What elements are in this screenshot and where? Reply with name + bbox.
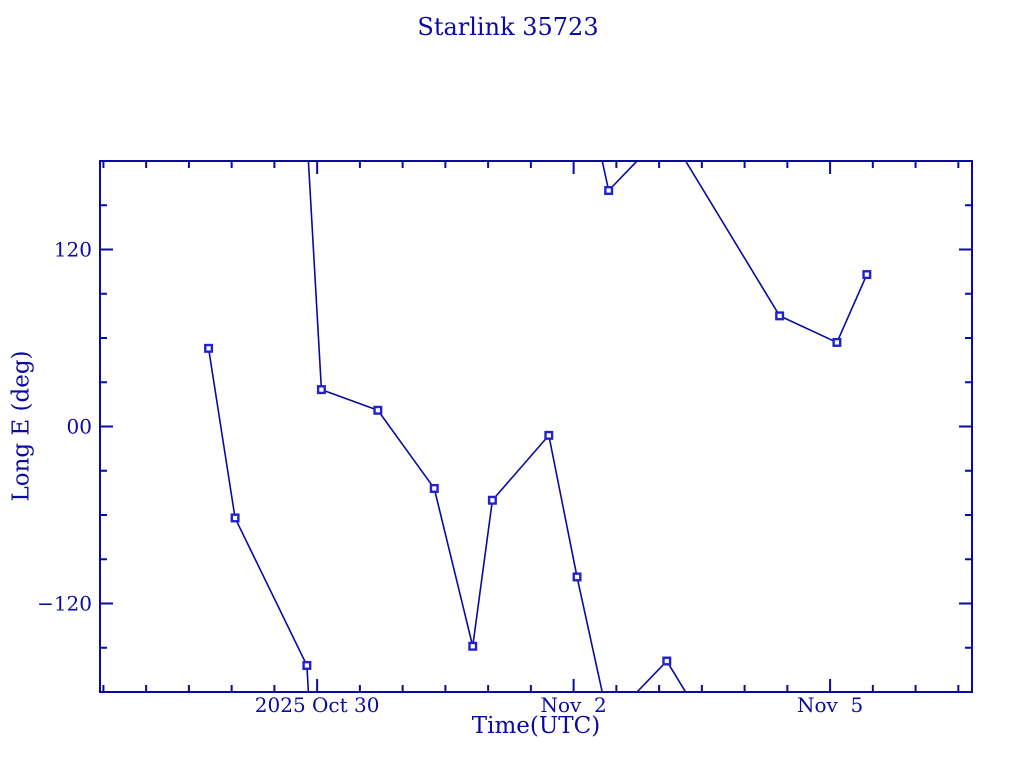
data-segment	[321, 388, 379, 412]
x-tick-label: Nov 5	[797, 693, 863, 717]
data-point-marker	[544, 430, 554, 440]
data-point-marker	[204, 343, 214, 353]
data-point-marker	[604, 185, 614, 195]
data-segment	[608, 161, 639, 192]
data-point-marker	[373, 405, 383, 415]
data-segment	[635, 660, 668, 692]
data-segment	[576, 576, 604, 692]
data-segment	[307, 161, 323, 390]
data-segment	[779, 315, 838, 344]
data-segment	[491, 434, 550, 501]
data-point-marker	[572, 572, 582, 582]
plot-frame	[99, 160, 973, 693]
data-point-marker	[230, 513, 240, 523]
data-segment	[471, 500, 494, 647]
data-point-marker	[662, 656, 672, 666]
x-axis-title: Time(UTC)	[471, 713, 601, 739]
data-point-marker	[832, 337, 842, 347]
data-segment	[207, 348, 236, 519]
y-tick-label: 120	[54, 238, 92, 262]
data-point-marker	[775, 311, 785, 321]
data-point-marker	[862, 270, 872, 280]
data-point-marker	[316, 385, 326, 395]
data-point-marker	[468, 641, 478, 651]
data-point-marker	[302, 660, 312, 670]
data-segment	[234, 517, 308, 666]
x-tick-label: 2025 Oct 30	[255, 693, 380, 717]
chart-title: Starlink 35723	[417, 13, 599, 41]
x-tick-label: Nov 2	[540, 693, 606, 717]
data-segment	[377, 409, 435, 489]
data-point-marker	[487, 495, 497, 505]
data-segment	[601, 161, 610, 191]
y-tick-label: 00	[67, 415, 92, 439]
data-point-marker	[429, 483, 439, 493]
data-segment	[684, 161, 781, 317]
data-segment	[836, 274, 868, 343]
data-segment	[433, 488, 474, 647]
y-tick-label: −120	[37, 592, 92, 616]
data-segment	[548, 435, 578, 578]
